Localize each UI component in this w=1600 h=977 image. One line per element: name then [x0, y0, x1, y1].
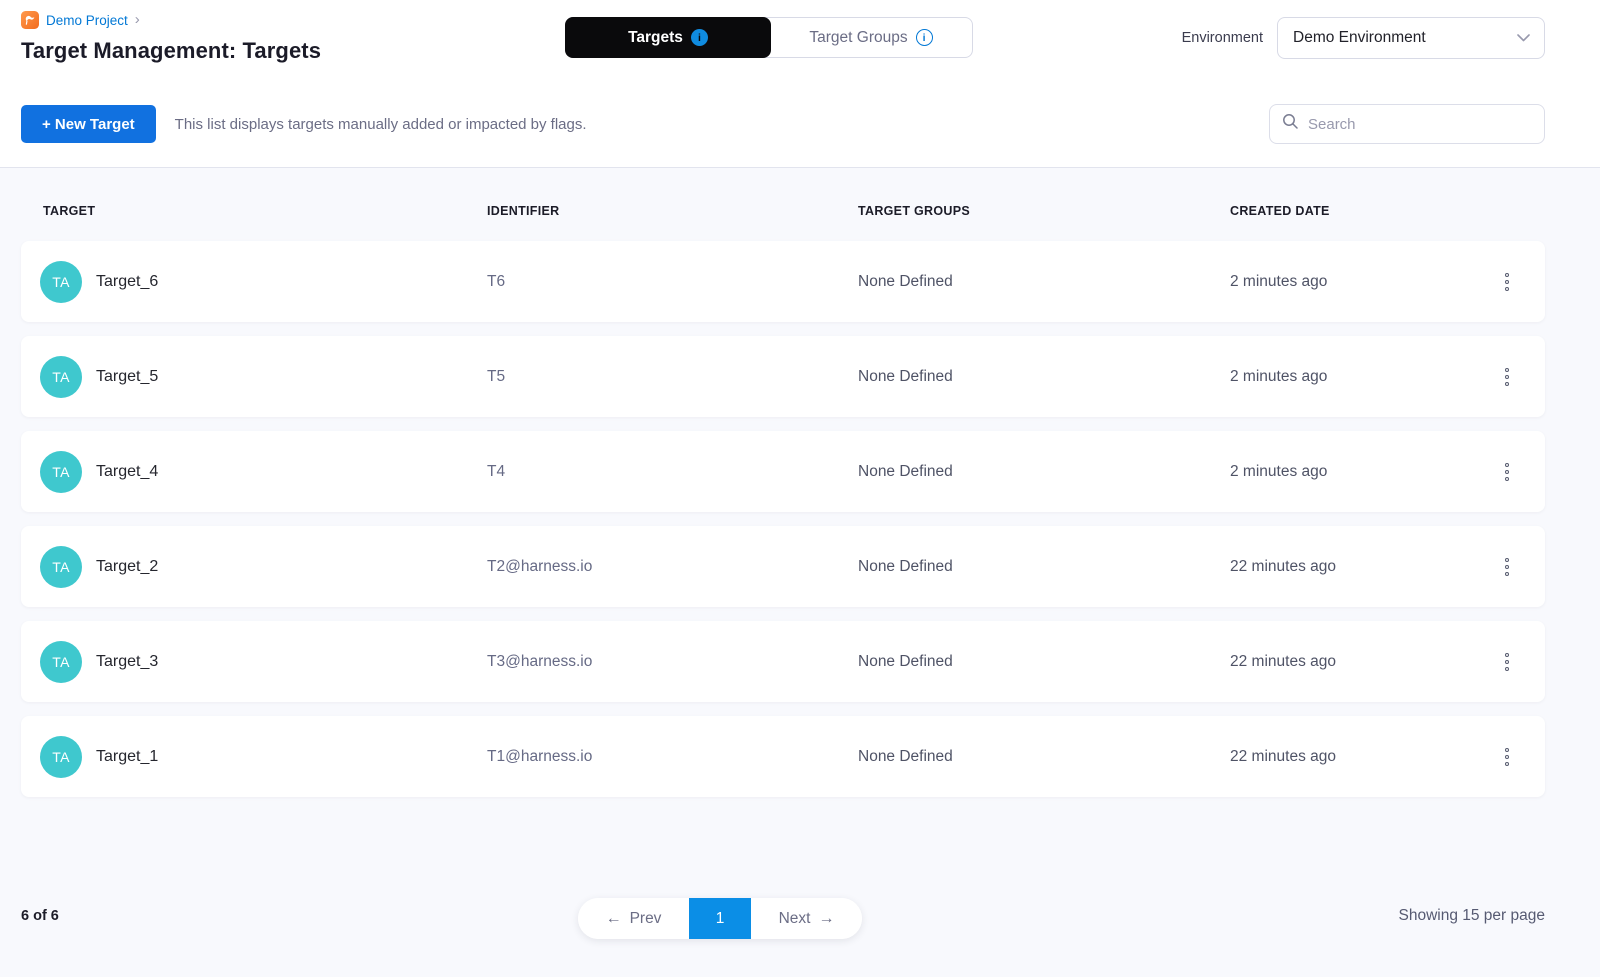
target-groups-value: None Defined — [858, 557, 953, 575]
prev-label: Prev — [629, 909, 662, 927]
column-header-created-date: CREATED DATE — [1230, 204, 1330, 218]
target-identifier: T1@harness.io — [487, 747, 593, 765]
table-header: TARGET IDENTIFIER TARGET GROUPS CREATED … — [21, 196, 1545, 226]
search-input[interactable] — [1308, 115, 1532, 133]
per-page-indicator: Showing 15 per page — [1398, 907, 1545, 924]
breadcrumb-project-link[interactable]: Demo Project — [46, 12, 128, 28]
feature-flags-logo-icon — [21, 11, 39, 29]
environment-label: Environment — [1181, 30, 1263, 46]
table-row[interactable]: TA Target_2 T2@harness.io None Defined 2… — [21, 526, 1545, 607]
tab-targets-label: Targets — [628, 28, 683, 46]
kebab-menu-icon[interactable] — [1493, 265, 1521, 299]
target-name: Target_4 — [96, 462, 159, 480]
target-groups-value: None Defined — [858, 462, 953, 480]
toolbar: + New Target This list displays targets … — [21, 104, 1545, 144]
tab-switcher: Targets i Target Groups i — [565, 17, 973, 58]
created-date-value: 22 minutes ago — [1230, 652, 1336, 670]
new-target-button[interactable]: + New Target — [21, 105, 156, 143]
tab-targets[interactable]: Targets i — [565, 17, 772, 58]
table-row[interactable]: TA Target_6 T6 None Defined 2 minutes ag… — [21, 241, 1545, 322]
chevron-down-icon — [1517, 29, 1530, 47]
target-list: TA Target_6 T6 None Defined 2 minutes ag… — [21, 241, 1545, 797]
target-name: Target_3 — [96, 652, 159, 670]
column-header-identifier: IDENTIFIER — [487, 204, 560, 218]
target-identifier: T2@harness.io — [487, 557, 593, 575]
target-identifier: T4 — [487, 462, 506, 480]
arrow-left-icon: ← — [605, 909, 622, 927]
created-date-value: 2 minutes ago — [1230, 367, 1328, 385]
kebab-menu-icon[interactable] — [1493, 455, 1521, 489]
current-page-button[interactable]: 1 — [689, 898, 751, 939]
page-header: Demo Project › Target Management: Target… — [0, 0, 1600, 168]
avatar: TA — [40, 735, 82, 778]
kebab-menu-icon[interactable] — [1493, 645, 1521, 679]
target-identifier: T6 — [487, 272, 506, 290]
column-header-target-groups: TARGET GROUPS — [858, 204, 971, 218]
target-cell: TA Target_6 — [40, 260, 487, 303]
target-groups-value: None Defined — [858, 747, 953, 765]
table-row[interactable]: TA Target_5 T5 None Defined 2 minutes ag… — [21, 336, 1545, 417]
avatar: TA — [40, 450, 82, 493]
target-name: Target_1 — [96, 747, 159, 765]
target-groups-value: None Defined — [858, 367, 953, 385]
footer: 6 of 6 ← Prev 1 Next → Showing 15 per pa… — [0, 898, 1600, 939]
environment-dropdown[interactable]: Demo Environment — [1277, 17, 1545, 59]
created-date-value: 2 minutes ago — [1230, 462, 1328, 480]
target-cell: TA Target_1 — [40, 735, 487, 778]
breadcrumb: Demo Project › — [21, 9, 1545, 31]
info-icon[interactable]: i — [915, 29, 933, 46]
avatar: TA — [40, 260, 82, 303]
table-row[interactable]: TA Target_3 T3@harness.io None Defined 2… — [21, 621, 1545, 702]
breadcrumb-chevron-icon: › — [134, 10, 140, 28]
kebab-menu-icon[interactable] — [1493, 550, 1521, 584]
pagination: ← Prev 1 Next → — [578, 898, 862, 939]
info-icon[interactable]: i — [690, 29, 708, 46]
list-description: This list displays targets manually adde… — [174, 115, 587, 133]
target-cell: TA Target_3 — [40, 640, 487, 683]
target-name: Target_5 — [96, 367, 159, 385]
tab-target-groups[interactable]: Target Groups i — [770, 18, 972, 57]
target-cell: TA Target_2 — [40, 545, 487, 588]
environment-selected-value: Demo Environment — [1293, 29, 1426, 46]
kebab-menu-icon[interactable] — [1493, 360, 1521, 394]
kebab-menu-icon[interactable] — [1493, 740, 1521, 774]
target-identifier: T5 — [487, 367, 506, 385]
environment-selector: Environment Demo Environment — [1182, 17, 1545, 59]
target-name: Target_6 — [96, 272, 159, 290]
result-count: 6 of 6 — [21, 908, 59, 924]
created-date-value: 22 minutes ago — [1230, 747, 1336, 765]
created-date-value: 2 minutes ago — [1230, 272, 1328, 290]
tab-target-groups-label: Target Groups — [809, 28, 908, 46]
targets-content: TARGET IDENTIFIER TARGET GROUPS CREATED … — [0, 196, 1600, 797]
target-cell: TA Target_5 — [40, 355, 487, 398]
prev-page-button[interactable]: ← Prev — [578, 898, 689, 939]
search-box[interactable] — [1269, 104, 1545, 144]
page-title: Target Management: Targets — [21, 38, 322, 63]
next-page-button[interactable]: Next → — [751, 898, 862, 939]
target-groups-value: None Defined — [858, 652, 953, 670]
target-name: Target_2 — [96, 557, 159, 575]
next-label: Next — [778, 909, 811, 927]
table-row[interactable]: TA Target_4 T4 None Defined 2 minutes ag… — [21, 431, 1545, 512]
target-groups-value: None Defined — [858, 272, 953, 290]
table-row[interactable]: TA Target_1 T1@harness.io None Defined 2… — [21, 716, 1545, 797]
avatar: TA — [40, 355, 82, 398]
column-header-target: TARGET — [43, 204, 96, 218]
target-identifier: T3@harness.io — [487, 652, 593, 670]
avatar: TA — [40, 545, 82, 588]
arrow-right-icon: → — [818, 909, 835, 927]
target-cell: TA Target_4 — [40, 450, 487, 493]
avatar: TA — [40, 640, 82, 683]
search-icon — [1282, 113, 1299, 135]
created-date-value: 22 minutes ago — [1230, 557, 1336, 575]
